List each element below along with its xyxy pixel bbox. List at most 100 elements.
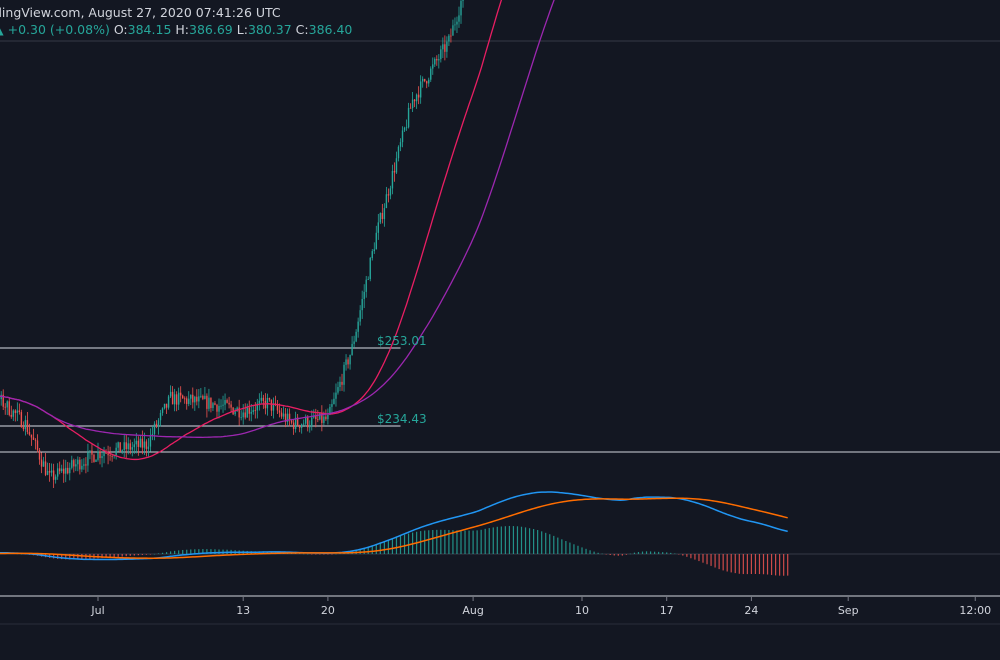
macd-histogram-bar	[533, 529, 535, 554]
candle-body	[379, 213, 382, 223]
macd-histogram-bar	[698, 554, 700, 562]
macd-histogram-bar	[621, 554, 623, 556]
macd-histogram-bar	[303, 553, 305, 555]
candle-body	[256, 403, 259, 411]
open-label: O:	[113, 22, 128, 37]
candle-body	[83, 464, 85, 466]
macd-histogram-bar	[577, 545, 579, 554]
candle-body	[184, 398, 186, 400]
macd-histogram-bar	[424, 530, 426, 554]
macd-histogram-bar	[214, 549, 216, 554]
macd-pane	[0, 491, 1000, 576]
candle-body	[206, 395, 208, 409]
candle-body	[292, 422, 295, 430]
candle-body	[220, 405, 222, 407]
macd-histogram-bar	[766, 554, 769, 575]
macd-histogram-bar	[464, 530, 466, 554]
macd-histogram-bar	[609, 554, 611, 555]
candle-body	[117, 442, 119, 448]
candle-body	[294, 417, 297, 430]
macd-histogram-bar	[545, 532, 547, 554]
candle-body	[248, 407, 250, 414]
ma-fast-line	[0, 0, 503, 461]
x-tick-label: 10	[575, 604, 589, 617]
macd-histogram-bar	[452, 530, 454, 554]
candle-body	[129, 443, 131, 450]
x-tick-label: 17	[660, 604, 674, 617]
candle-body	[105, 453, 107, 454]
candle-body	[393, 170, 396, 173]
macd-histogram-bar	[480, 529, 482, 554]
candle-body	[339, 381, 341, 388]
candle-body	[50, 470, 53, 473]
macd-histogram-bar	[170, 551, 172, 554]
macd-histogram-bar	[141, 554, 143, 555]
macd-histogram-bar	[113, 554, 115, 558]
macd-histogram-bar	[218, 549, 220, 554]
macd-histogram-bar	[129, 554, 131, 556]
macd-histogram-bar	[541, 531, 543, 554]
macd-histogram-bar	[754, 554, 757, 574]
candle-body	[365, 279, 367, 292]
candle-body	[321, 413, 323, 423]
macd-histogram-bar	[512, 526, 515, 554]
candle-body	[22, 427, 25, 430]
candle-body	[14, 410, 17, 413]
candle-body	[315, 415, 317, 420]
macd-histogram-bar	[770, 554, 773, 575]
candle-body	[8, 401, 10, 415]
candle-body	[115, 447, 117, 456]
candle-body	[212, 403, 214, 409]
candle-body	[401, 130, 404, 143]
candle-body	[397, 146, 400, 159]
x-tick-label: 12:00	[959, 604, 991, 617]
candle-body	[405, 127, 408, 129]
macd-histogram-bar	[722, 554, 724, 571]
candle-body	[329, 406, 331, 415]
macd-histogram-bar	[537, 530, 539, 554]
macd-histogram-bar	[363, 548, 365, 554]
candle-body	[99, 451, 101, 459]
macd-histogram-bar	[641, 551, 644, 554]
candle-body	[216, 404, 218, 412]
candle-body	[311, 417, 313, 426]
macd-histogram-bar	[750, 554, 752, 574]
macd-histogram-bar	[319, 554, 321, 555]
macd-histogram-bar	[633, 552, 636, 554]
candle-body	[452, 25, 454, 36]
range-labels: $253.01 $234.43	[377, 334, 427, 426]
macd-histogram-bar	[714, 554, 716, 568]
macd-histogram-bar	[65, 554, 67, 560]
macd-histogram-bar	[746, 554, 748, 575]
macd-histogram-bar	[779, 554, 781, 576]
candle-body	[270, 399, 273, 411]
macd-histogram-bar	[504, 526, 506, 554]
candle-body	[157, 420, 160, 427]
candle-body	[155, 423, 158, 427]
candle-body	[371, 251, 373, 258]
macd-histogram-bar	[625, 554, 627, 555]
candle-body	[264, 400, 267, 409]
candle-body	[202, 395, 204, 399]
macd-histogram-bar	[105, 554, 107, 558]
macd-histogram-bar	[500, 526, 502, 554]
candle-body	[153, 423, 156, 434]
candle-body	[296, 417, 299, 426]
candle-body	[260, 397, 263, 401]
macd-histogram-bar	[787, 554, 789, 576]
candle-body	[222, 404, 224, 406]
candle-body	[309, 425, 311, 428]
candle-body	[186, 398, 188, 404]
candle-body	[288, 413, 291, 421]
candle-body	[141, 438, 144, 448]
macd-histogram-bar	[137, 554, 139, 556]
macd-histogram-bar	[690, 554, 692, 559]
candle-body	[73, 460, 75, 467]
candle-body	[58, 468, 61, 472]
candle-body	[208, 397, 210, 409]
candle-body	[179, 392, 182, 396]
candle-body	[52, 470, 55, 480]
macd-histogram-bar	[456, 530, 458, 554]
macd-histogram-bar	[649, 551, 652, 554]
